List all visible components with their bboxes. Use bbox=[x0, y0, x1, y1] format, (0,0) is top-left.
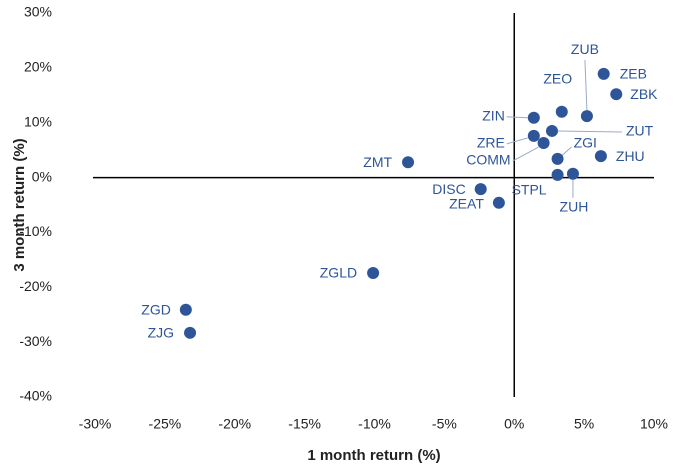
point-label: ZJG bbox=[148, 325, 174, 341]
point-label: ZMT bbox=[363, 154, 392, 170]
leader-line bbox=[506, 116, 528, 119]
point bbox=[179, 303, 192, 316]
x-tick-label: 10% bbox=[640, 416, 668, 432]
point-label: DISC bbox=[432, 181, 465, 197]
point-label: ZUT bbox=[626, 123, 654, 139]
point bbox=[537, 137, 550, 150]
point bbox=[566, 167, 579, 180]
x-tick-label: -5% bbox=[432, 416, 457, 432]
x-tick-label: 0% bbox=[504, 416, 524, 432]
point bbox=[580, 110, 593, 123]
point bbox=[527, 111, 540, 124]
x-tick-label: 5% bbox=[574, 416, 594, 432]
point-label: ZHU bbox=[616, 148, 645, 164]
point-label: ZGD bbox=[141, 301, 171, 317]
x-tick-label: -30% bbox=[79, 416, 112, 432]
point bbox=[545, 124, 558, 137]
point bbox=[527, 129, 540, 142]
point bbox=[184, 326, 197, 339]
y-tick-label: 20% bbox=[24, 59, 52, 75]
point-label: ZEO bbox=[543, 70, 572, 86]
leader-line bbox=[506, 137, 528, 145]
point bbox=[551, 152, 564, 165]
y-tick-label: 0% bbox=[32, 168, 52, 184]
point-label: COMM bbox=[466, 152, 510, 168]
y-axis-title: 3 month return (%) bbox=[11, 138, 28, 271]
leader-line bbox=[512, 146, 539, 162]
point bbox=[555, 105, 568, 118]
leader-line bbox=[584, 60, 588, 111]
point bbox=[610, 88, 623, 101]
x-tick-label: -20% bbox=[218, 416, 251, 432]
point bbox=[492, 196, 505, 209]
y-tick-label: -10% bbox=[19, 223, 52, 239]
point-label: ZEB bbox=[620, 66, 647, 82]
leader-line bbox=[561, 146, 572, 157]
y-tick-label: -20% bbox=[19, 278, 52, 294]
x-tick-label: -25% bbox=[149, 416, 182, 432]
y-tick-label: -40% bbox=[19, 388, 52, 404]
leader-line bbox=[557, 130, 622, 133]
point bbox=[597, 67, 610, 80]
point-label: ZRE bbox=[477, 135, 505, 151]
x-axis-title: 1 month return (%) bbox=[307, 447, 440, 464]
point-label: ZEAT bbox=[449, 196, 484, 212]
x-tick-label: -15% bbox=[288, 416, 321, 432]
y-tick-label: 30% bbox=[24, 4, 52, 20]
point bbox=[474, 183, 487, 196]
y-tick-label: -30% bbox=[19, 333, 52, 349]
point bbox=[594, 150, 607, 163]
point bbox=[551, 168, 564, 181]
point-label: ZIN bbox=[482, 107, 505, 123]
point-label: ZBK bbox=[630, 86, 658, 102]
point-label: ZGI bbox=[574, 135, 597, 151]
point-label: ZUB bbox=[571, 41, 599, 57]
point-label: STPL bbox=[512, 182, 547, 198]
point-label: ZUH bbox=[560, 198, 589, 214]
point-label: ZGLD bbox=[320, 265, 357, 281]
x-tick-label: -10% bbox=[358, 416, 391, 432]
y-tick-label: 10% bbox=[24, 113, 52, 129]
point bbox=[402, 156, 415, 169]
point bbox=[367, 267, 380, 280]
